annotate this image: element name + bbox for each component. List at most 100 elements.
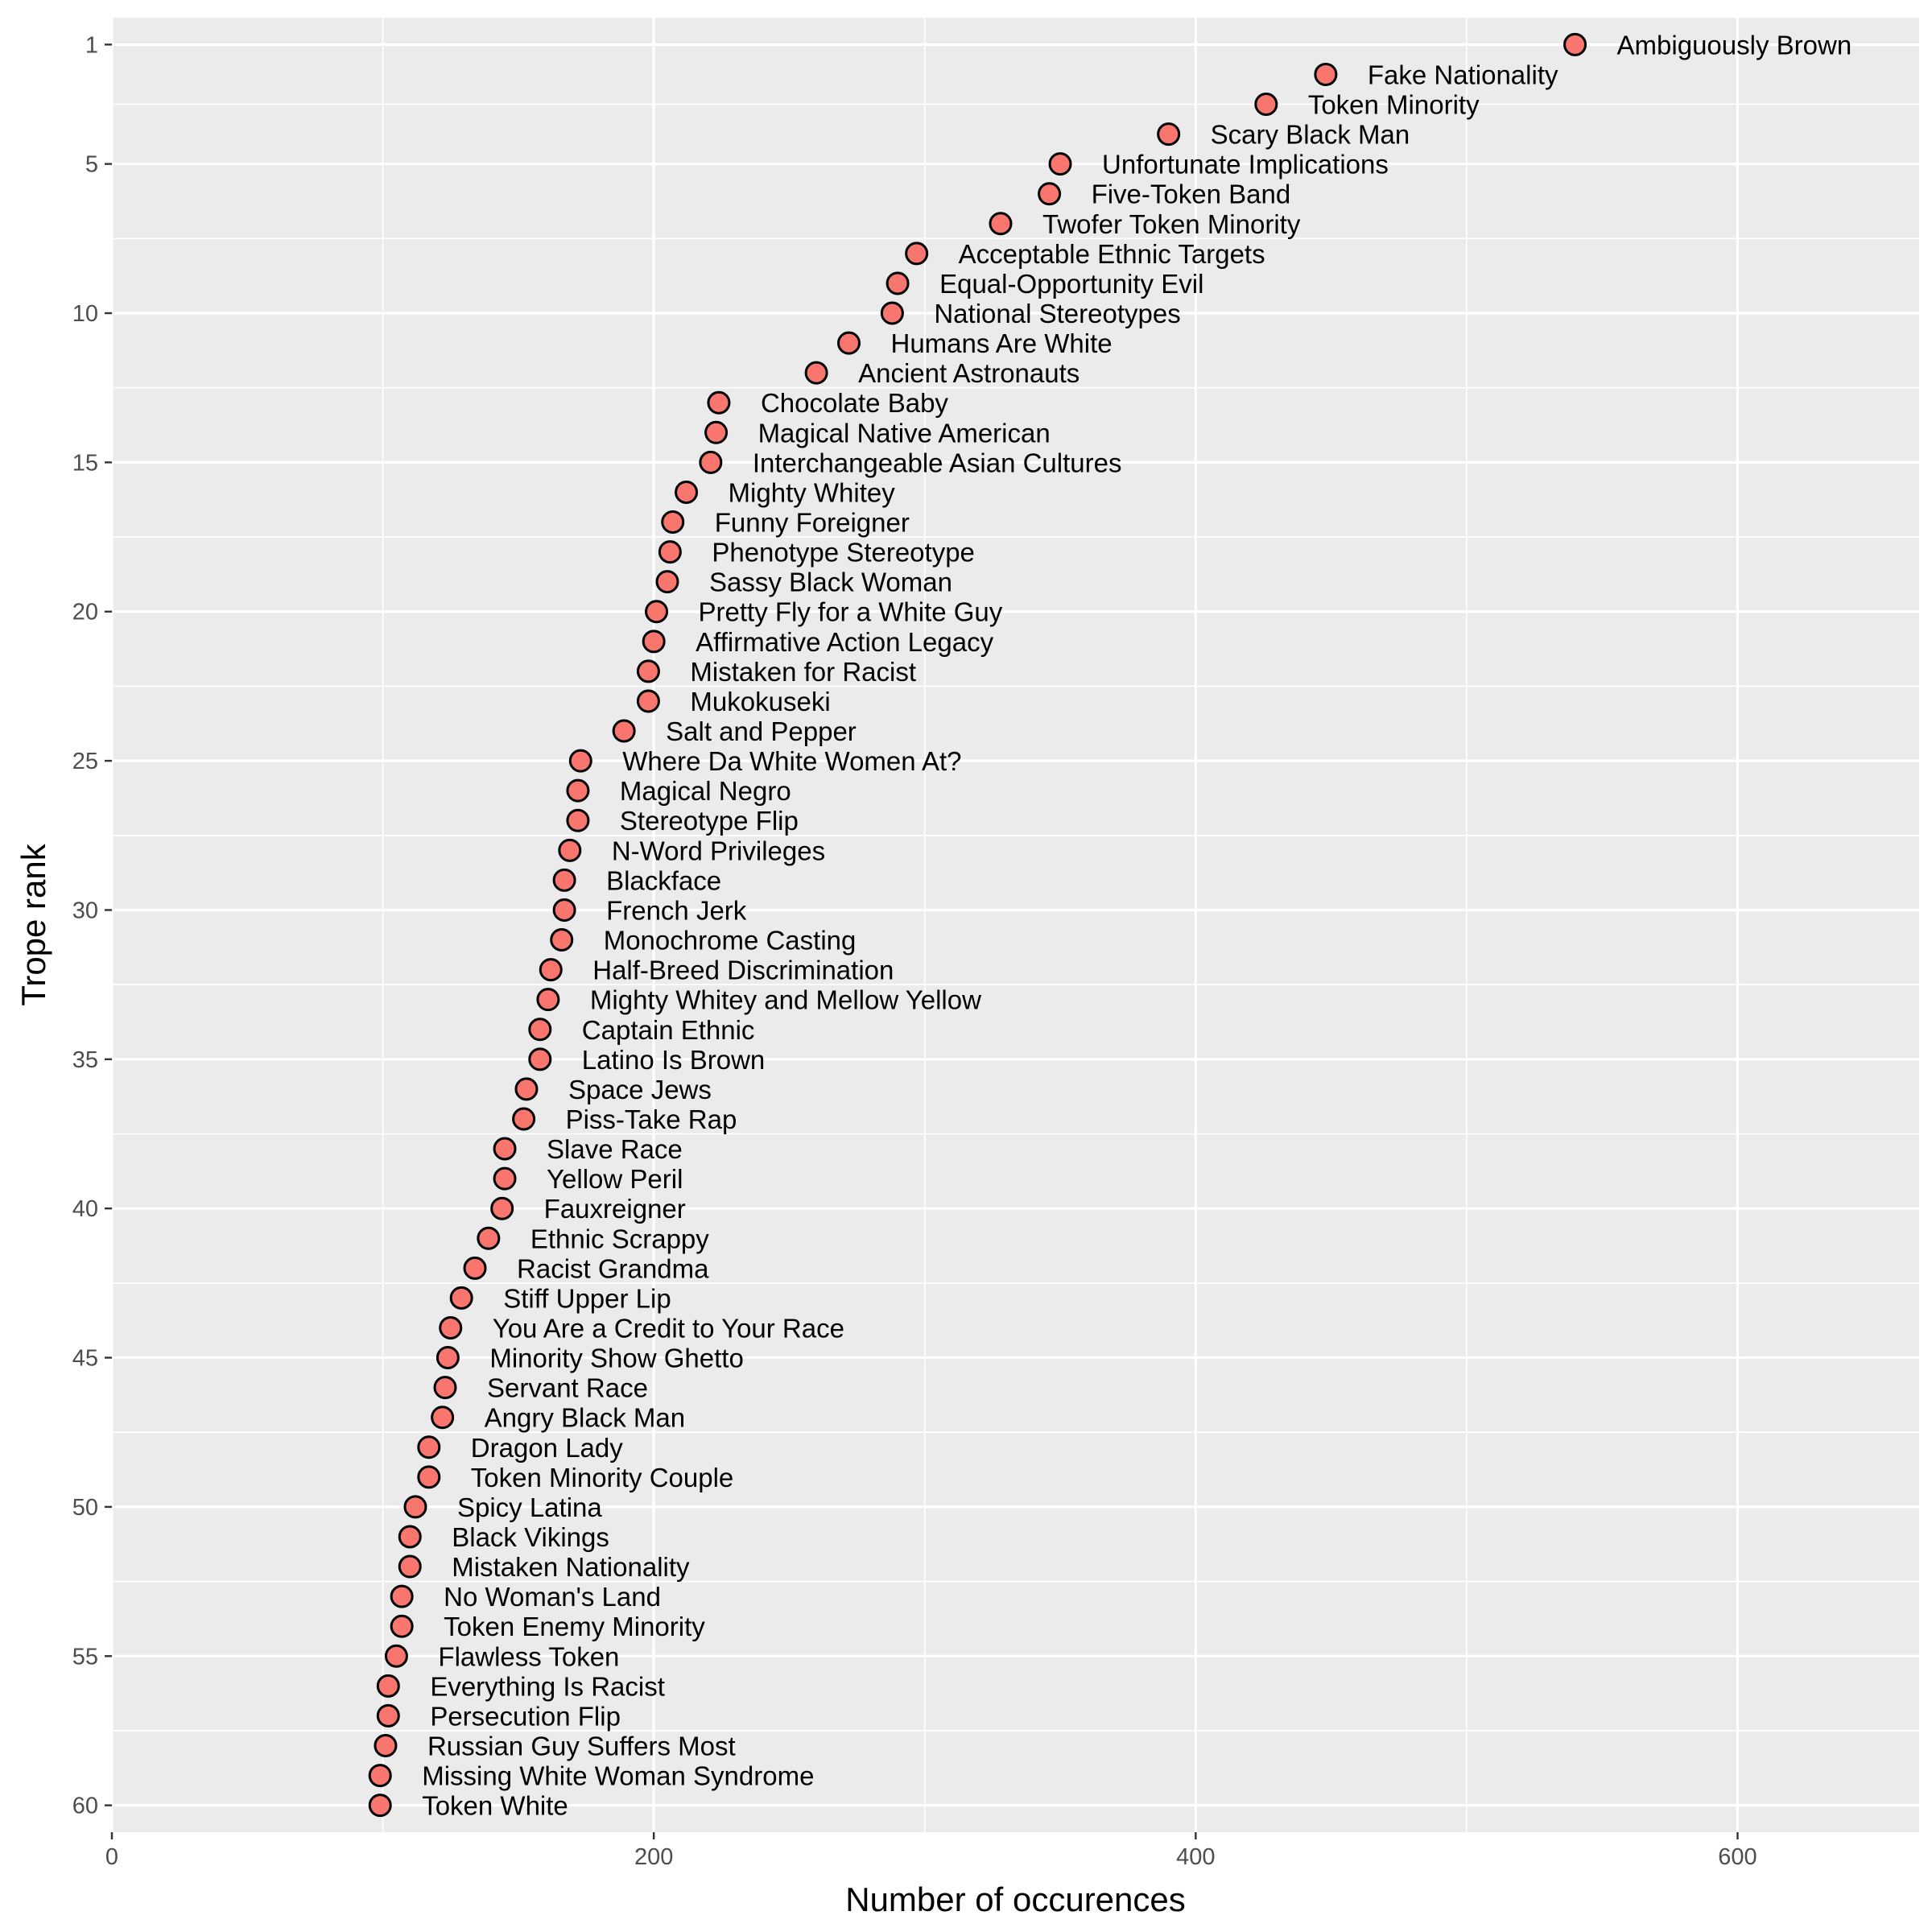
point-label: N-Word Privileges bbox=[612, 836, 825, 865]
point-label: Interchangeable Asian Cultures bbox=[753, 448, 1122, 477]
data-point bbox=[886, 271, 910, 295]
point-label: Monochrome Casting bbox=[604, 926, 857, 956]
y-tick-label: 10 bbox=[72, 301, 98, 327]
point-label: Missing White Woman Syndrome bbox=[422, 1761, 814, 1791]
point-label: Persecution Flip bbox=[430, 1701, 621, 1731]
data-point bbox=[477, 1226, 501, 1250]
x-tick-label: 200 bbox=[634, 1844, 673, 1870]
point-label: Piss-Take Rap bbox=[566, 1104, 737, 1134]
data-point bbox=[661, 510, 685, 535]
data-point bbox=[704, 420, 729, 444]
data-point bbox=[636, 659, 660, 683]
point-label: Chocolate Baby bbox=[761, 388, 948, 418]
data-point bbox=[675, 480, 699, 504]
point-label: You Are a Credit to Your Race bbox=[493, 1313, 844, 1343]
x-axis-ticks: 0 200 400 600 bbox=[105, 1832, 1757, 1870]
data-point bbox=[552, 898, 576, 922]
point-label: Humans Are White bbox=[891, 328, 1113, 358]
point-label: Captain Ethnic bbox=[582, 1015, 755, 1045]
data-point bbox=[398, 1525, 422, 1549]
data-point bbox=[566, 778, 590, 803]
point-label: Flawless Token bbox=[438, 1641, 619, 1671]
y-tick-label: 55 bbox=[72, 1644, 98, 1670]
data-point bbox=[528, 1018, 552, 1042]
data-point bbox=[1254, 93, 1278, 117]
data-point bbox=[566, 808, 590, 832]
data-point bbox=[1563, 32, 1587, 56]
point-label: Sassy Black Woman bbox=[709, 568, 952, 597]
y-tick-label: 5 bbox=[85, 152, 98, 178]
data-point bbox=[493, 1166, 517, 1191]
data-point bbox=[449, 1286, 473, 1310]
x-tick-label: 400 bbox=[1176, 1844, 1215, 1870]
y-tick-label: 1 bbox=[85, 32, 98, 58]
point-label: Magical Negro bbox=[620, 776, 791, 806]
point-label: National Stereotypes bbox=[934, 299, 1180, 328]
data-point bbox=[417, 1435, 441, 1459]
y-tick-label: 45 bbox=[72, 1346, 98, 1372]
data-points bbox=[368, 32, 1587, 1818]
point-label: Blackface bbox=[606, 865, 721, 895]
point-label: Scary Black Man bbox=[1211, 120, 1410, 150]
y-tick-label: 50 bbox=[72, 1495, 98, 1521]
major-gridlines bbox=[110, 18, 1919, 1832]
point-label: Token Enemy Minority bbox=[444, 1612, 705, 1641]
point-label: Mistaken Nationality bbox=[452, 1552, 690, 1582]
point-label: Token Minority Couple bbox=[471, 1463, 734, 1492]
point-label: Ethnic Scrappy bbox=[530, 1224, 709, 1253]
y-tick-label: 60 bbox=[72, 1794, 98, 1819]
y-axis-title: Trope rank bbox=[14, 843, 52, 1006]
data-point bbox=[550, 928, 574, 952]
y-tick-label: 30 bbox=[72, 898, 98, 923]
point-label: Fake Nationality bbox=[1368, 60, 1558, 89]
point-label: Ancient Astronauts bbox=[858, 358, 1080, 388]
data-point bbox=[368, 1794, 392, 1818]
data-point bbox=[493, 1137, 517, 1161]
point-label: Token Minority bbox=[1308, 90, 1480, 120]
point-label: Space Jews bbox=[568, 1075, 712, 1104]
data-point bbox=[642, 630, 666, 654]
data-point bbox=[804, 361, 828, 385]
data-point bbox=[612, 719, 636, 743]
data-point bbox=[539, 958, 563, 982]
y-tick-label: 20 bbox=[72, 600, 98, 625]
point-label: Equal-Opportunity Evil bbox=[939, 269, 1203, 299]
point-label: Five-Token Band bbox=[1092, 180, 1291, 209]
point-label: Stiff Upper Lip bbox=[503, 1283, 671, 1313]
point-label: Pretty Fly for a White Guy bbox=[699, 597, 1003, 627]
y-tick-label: 15 bbox=[72, 450, 98, 476]
x-tick-label: 0 bbox=[105, 1844, 118, 1870]
data-point bbox=[636, 689, 660, 713]
point-label: Mighty Whitey bbox=[729, 477, 896, 507]
data-point bbox=[490, 1196, 514, 1220]
point-label: Slave Race bbox=[547, 1134, 683, 1164]
data-point bbox=[433, 1376, 457, 1400]
data-point bbox=[368, 1764, 392, 1788]
data-point bbox=[989, 212, 1013, 236]
data-point bbox=[398, 1554, 422, 1579]
data-point bbox=[655, 570, 679, 594]
data-point bbox=[645, 600, 669, 624]
point-label: Twofer Token Minority bbox=[1042, 209, 1301, 239]
data-point bbox=[463, 1256, 487, 1280]
data-point bbox=[1314, 62, 1338, 86]
point-label: Mighty Whitey and Mellow Yellow bbox=[590, 985, 981, 1015]
point-label: Dragon Lady bbox=[471, 1433, 623, 1463]
data-point bbox=[512, 1107, 536, 1131]
point-label: French Jerk bbox=[606, 895, 747, 925]
point-label: Yellow Peril bbox=[547, 1164, 683, 1194]
data-point bbox=[552, 868, 576, 892]
data-point bbox=[699, 450, 723, 474]
x-axis-title: Number of occurences bbox=[845, 1880, 1186, 1918]
data-point bbox=[1048, 152, 1072, 176]
point-label: Salt and Pepper bbox=[666, 716, 857, 746]
point-label: Everything Is Racist bbox=[430, 1671, 665, 1701]
data-point bbox=[439, 1315, 463, 1340]
point-label: Mistaken for Racist bbox=[690, 657, 916, 687]
point-label: Where Da White Women At? bbox=[622, 746, 961, 776]
point-label: Russian Guy Suffers Most bbox=[427, 1731, 736, 1761]
point-label: Fauxreigner bbox=[544, 1194, 686, 1224]
data-point bbox=[528, 1047, 552, 1071]
